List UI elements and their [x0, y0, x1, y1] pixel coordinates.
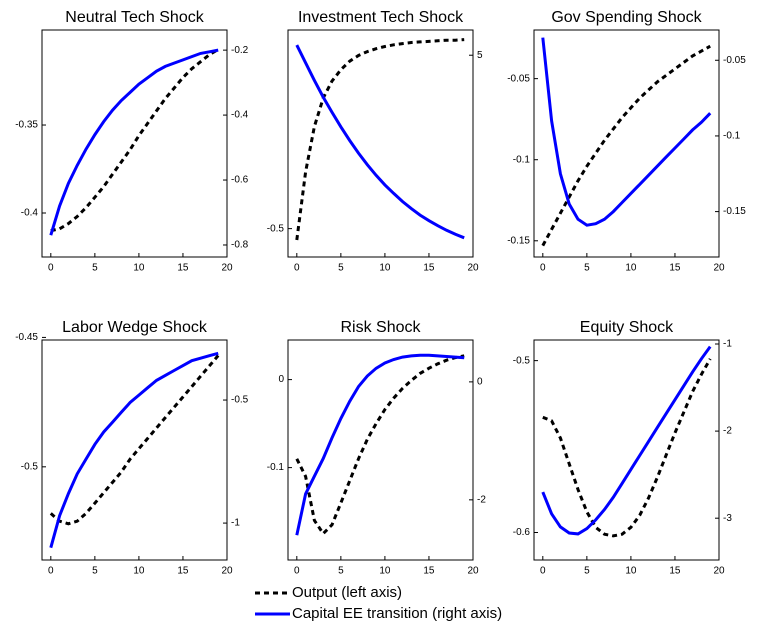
x-tick-label: 0: [48, 566, 54, 577]
x-tick-label: 15: [423, 263, 435, 274]
legend-label: Output (left axis): [292, 584, 402, 601]
series-line: [541, 37, 712, 227]
y-tick-label: -0.1: [267, 462, 285, 473]
y2-tick-label: -0.05: [723, 55, 746, 66]
x-tick-label: 5: [584, 263, 590, 274]
x-tick-label: 5: [584, 566, 590, 577]
x-tick-label: 10: [379, 263, 391, 274]
series-line: [49, 48, 219, 236]
x-tick-label: 0: [294, 263, 300, 274]
x-tick-label: 15: [177, 566, 189, 577]
x-tick-label: 20: [713, 263, 725, 274]
y2-tick-label: -0.1: [723, 131, 741, 142]
y2-tick-label: -0.6: [231, 175, 249, 186]
plot-frame: [287, 29, 474, 258]
y-tick-label: -0.1: [513, 154, 531, 165]
subplot: Equity Shock 0 5 10 15 20 -0.6 -0.5 -3 -2 -1: [513, 319, 733, 576]
plot-frame: [533, 339, 720, 561]
x-tick-label: 5: [92, 263, 98, 274]
plot-frame: [533, 29, 720, 258]
y2-tick-label: -2: [477, 494, 486, 505]
y-tick-label: -0.4: [21, 208, 39, 219]
x-tick-label: 10: [133, 263, 145, 274]
legend-label: Capital EE transition (right axis): [292, 605, 502, 622]
subplot-title: Neutral Tech Shock: [65, 9, 204, 26]
series-line: [50, 48, 219, 233]
subplot: Investment Tech Shock 0 5 10 15 20 -0.5 5: [267, 9, 483, 273]
y2-tick-label: -0.4: [231, 110, 249, 121]
x-tick-label: 0: [294, 566, 300, 577]
x-tick-label: 10: [625, 566, 637, 577]
x-tick-label: 20: [221, 263, 233, 274]
subplot: Gov Spending Shock 0 5 10 15 20 -0.15 -0.1 -0.05…: [507, 9, 746, 273]
y-tick-label: -0.45: [15, 332, 38, 343]
y-tick-label: -0.5: [267, 223, 285, 234]
x-tick-label: 10: [133, 566, 145, 577]
y2-tick-label: -0.5: [231, 395, 249, 406]
x-tick-label: 10: [379, 566, 391, 577]
x-tick-label: 20: [221, 566, 233, 577]
y2-tick-label: -3: [723, 513, 732, 524]
x-tick-label: 5: [92, 566, 98, 577]
y-tick-label: 0: [278, 374, 284, 385]
subplot-title: Labor Wedge Shock: [62, 319, 208, 336]
plot-frame: [287, 339, 474, 561]
y2-tick-label: -0.15: [723, 206, 746, 217]
x-tick-label: 5: [338, 566, 344, 577]
subplot-title: Investment Tech Shock: [298, 9, 464, 26]
subplot: Risk Shock 0 5 10 15 20 -0.1 0 -2 0: [267, 319, 487, 576]
x-tick-label: 0: [540, 566, 546, 577]
series-line: [295, 354, 465, 536]
y2-tick-label: -1: [723, 339, 732, 350]
y2-tick-label: -1: [231, 518, 240, 529]
plot-frame: [41, 29, 228, 258]
y2-tick-label: -2: [723, 426, 732, 437]
x-tick-label: 5: [338, 263, 344, 274]
series-line: [295, 44, 465, 240]
y2-tick-label: 0: [477, 377, 483, 388]
series-line: [295, 353, 465, 536]
x-tick-label: 15: [177, 263, 189, 274]
y2-tick-label: -0.2: [231, 45, 249, 56]
x-tick-label: 0: [540, 263, 546, 274]
x-tick-label: 20: [713, 566, 725, 577]
x-tick-label: 15: [669, 263, 681, 274]
series-line: [541, 44, 711, 247]
subplot: Neutral Tech Shock 0 5 10 15 20 -0.4 -0.35 -0.8 -…: [15, 9, 248, 273]
y-tick-label: -0.05: [507, 73, 530, 84]
x-tick-label: 15: [423, 566, 435, 577]
series-line: [295, 38, 465, 241]
x-tick-label: 10: [625, 263, 637, 274]
y-tick-label: -0.35: [15, 120, 38, 131]
subplot-title: Risk Shock: [340, 319, 421, 336]
plot-frame: [41, 339, 228, 561]
subplot-title: Equity Shock: [580, 319, 674, 336]
y-tick-label: -0.5: [21, 461, 39, 472]
y-tick-label: -0.15: [507, 235, 530, 246]
x-tick-label: 0: [48, 263, 54, 274]
series-line: [49, 351, 219, 549]
x-tick-label: 15: [669, 566, 681, 577]
x-tick-label: 20: [467, 263, 479, 274]
y-tick-label: -0.6: [513, 527, 531, 538]
y2-tick-label: -0.8: [231, 240, 249, 251]
series-line: [541, 345, 712, 536]
y2-tick-label: 5: [477, 50, 483, 61]
series-line: [49, 354, 220, 526]
series-line: [542, 358, 712, 538]
subplot-title: Gov Spending Shock: [551, 9, 702, 26]
x-tick-label: 20: [467, 566, 479, 577]
subplot: Labor Wedge Shock 0 5 10 15 20 -0.5 -0.45 -1 -0.5: [15, 319, 248, 576]
legend: Output (left axis) Capital EE transition…: [255, 584, 502, 622]
y-tick-label: -0.5: [513, 355, 531, 366]
